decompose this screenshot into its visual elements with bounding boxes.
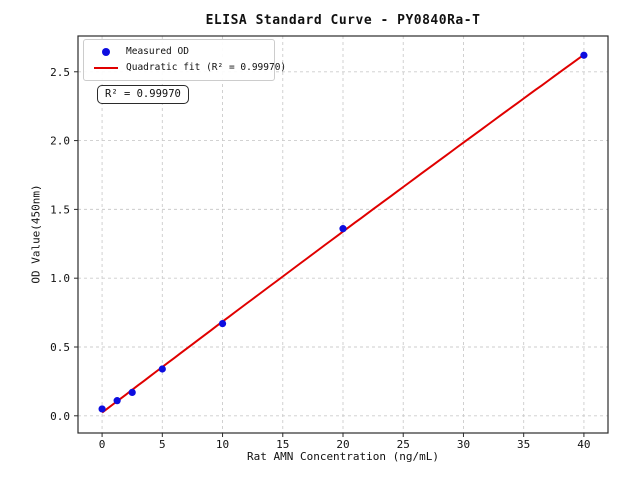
y-tick-label: 2.5 <box>50 66 70 79</box>
y-tick-label: 2.0 <box>50 135 70 148</box>
ticks-layer: 0 5 10 15 20 25 30 35 40 0.0 0.5 1.0 1.5 2.0 2.5 <box>50 66 590 451</box>
legend-marker-cell <box>92 67 120 69</box>
x-tick-label: 25 <box>397 438 410 451</box>
r-squared-text: R² = 0.99970 <box>105 88 181 100</box>
legend-label-measured-od: Measured OD <box>126 46 189 57</box>
data-point <box>218 320 227 328</box>
y-tick-label: 1.5 <box>50 203 70 216</box>
grid-layer <box>78 36 608 433</box>
x-tick-label: 0 <box>99 438 106 451</box>
y-tick-label: 0.5 <box>50 341 70 354</box>
x-tick-label: 15 <box>276 438 289 451</box>
data-point <box>113 397 121 405</box>
scatter-marker-icon <box>102 48 110 56</box>
data-point <box>128 388 136 397</box>
x-tick-label: 40 <box>577 438 590 451</box>
x-axis-label: Rat AMN Concentration (ng/mL) <box>246 450 440 463</box>
x-tick-label: 30 <box>457 438 470 451</box>
x-tick-label: 20 <box>336 438 349 451</box>
data-point <box>339 225 347 233</box>
fit-line-marker-icon <box>94 67 118 69</box>
data-point <box>158 365 166 373</box>
x-tick-label: 10 <box>216 438 229 451</box>
y-tick-label: 1.0 <box>50 272 70 285</box>
data-point <box>580 51 588 59</box>
data-points-layer <box>98 51 588 413</box>
legend-item-quadratic-fit: Quadratic fit (R² = 0.99970) <box>92 60 286 76</box>
legend-marker-cell <box>92 48 120 56</box>
data-point <box>98 405 106 413</box>
legend: Measured OD Quadratic fit (R² = 0.99970) <box>83 39 286 81</box>
y-axis-label: OD Value(450nm) <box>29 184 43 284</box>
legend-item-measured-od: Measured OD <box>92 44 268 60</box>
chart-title: ELISA Standard Curve - PY0840Ra-T <box>205 13 481 28</box>
legend-label-quadratic-fit: Quadratic fit (R² = 0.99970) <box>126 62 287 73</box>
x-tick-label: 35 <box>517 438 530 451</box>
r-squared-annotation: R² = 0.99970 <box>97 85 189 104</box>
y-tick-label: 0.0 <box>50 410 70 423</box>
x-tick-label: 5 <box>159 438 166 451</box>
